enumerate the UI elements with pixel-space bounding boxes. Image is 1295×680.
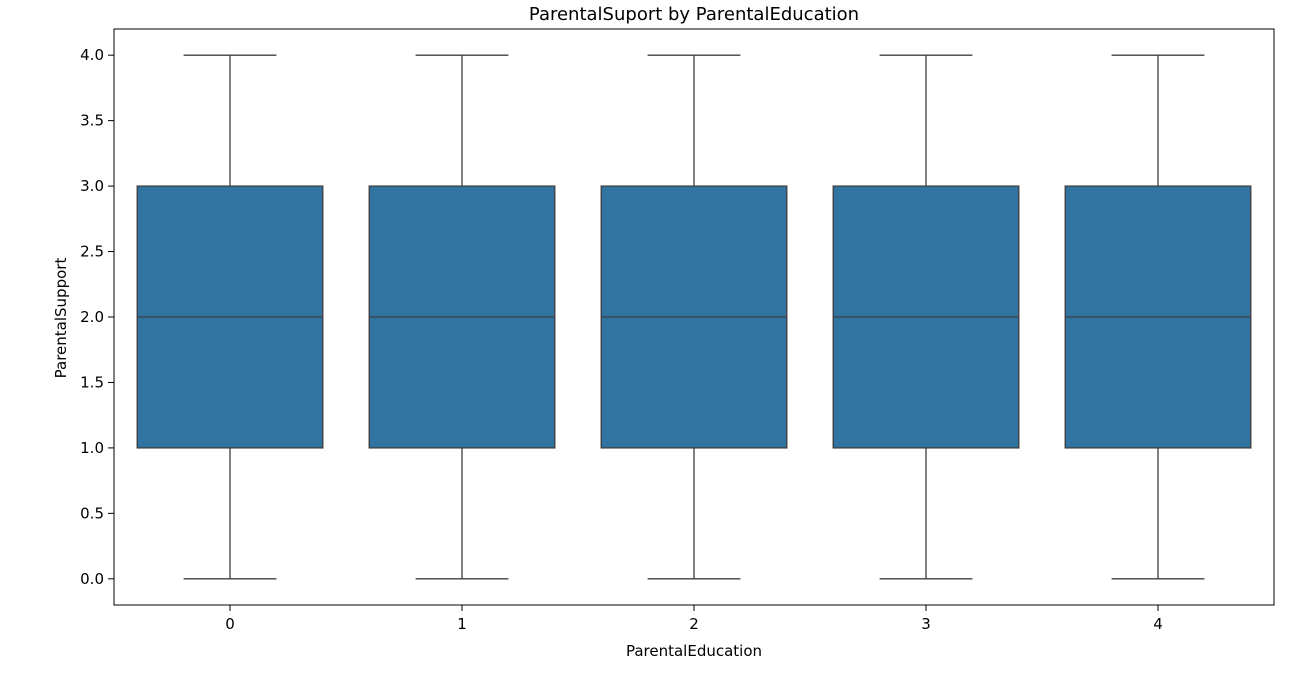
x-tick-label: 1 — [457, 615, 467, 633]
plot-frame — [113, 28, 1275, 606]
y-axis-title: ParentalSupport — [52, 258, 70, 379]
y-tick-label: 0.5 — [80, 504, 104, 522]
y-tick-label: 3.5 — [80, 112, 104, 130]
y-tick-label: 0.0 — [80, 570, 104, 588]
x-tick-label: 3 — [921, 615, 931, 633]
y-tick-label: 4.0 — [80, 46, 104, 64]
y-tick-label: 3.0 — [80, 177, 104, 195]
chart-title: ParentalSuport by ParentalEducation — [529, 4, 859, 25]
x-tick-label: 4 — [1153, 615, 1163, 633]
y-tick-label: 2.5 — [80, 243, 104, 261]
x-tick-label: 2 — [689, 615, 699, 633]
y-tick-label: 1.0 — [80, 439, 104, 457]
plot-area: 0.0 0.5 1.0 1.5 2.0 2.5 3.0 3.5 4.0 0 1 2 3 4 — [80, 46, 1252, 633]
y-tick-label: 2.0 — [80, 308, 104, 326]
x-tick-label: 0 — [225, 615, 235, 633]
y-tick-label: 1.5 — [80, 373, 104, 391]
x-axis-title: ParentalEducation — [626, 642, 762, 660]
